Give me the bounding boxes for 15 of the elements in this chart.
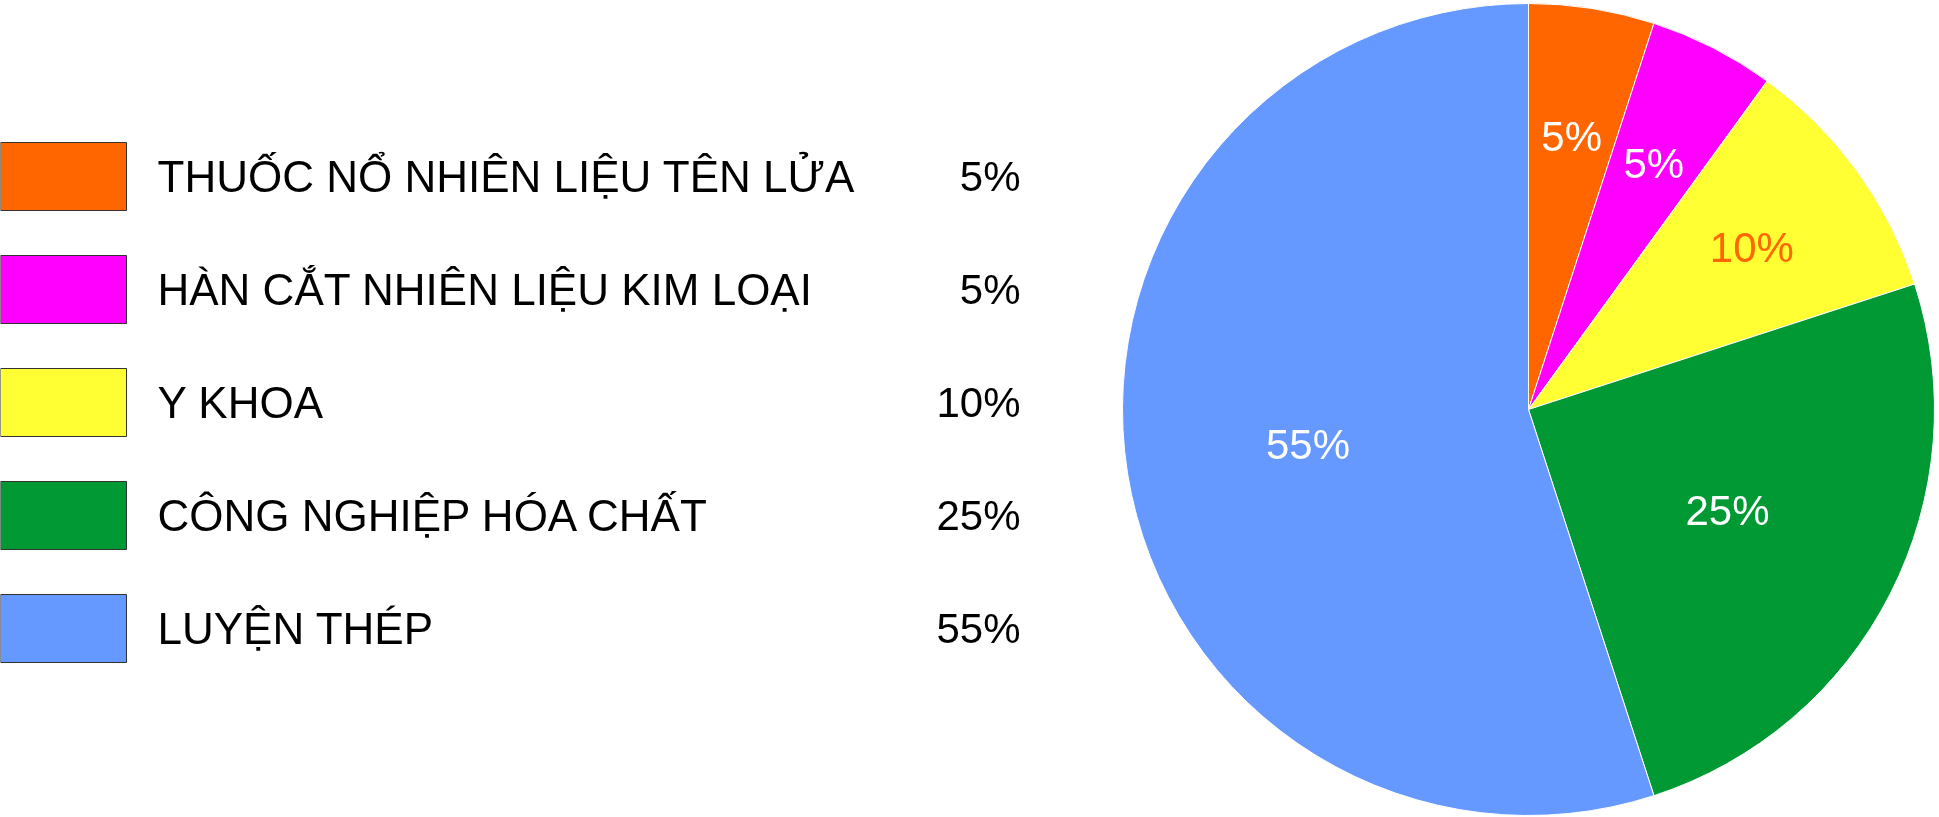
legend-label: Y KHOA bbox=[157, 378, 324, 427]
text: 5% bbox=[959, 266, 1021, 313]
data-label: 5% bbox=[1623, 140, 1685, 188]
data-label: 25% bbox=[1685, 487, 1770, 535]
legend-label: HÀN CẮT NHIÊN LIỆU KIM LOẠI bbox=[157, 265, 812, 314]
legend-label: THUỐC NỔ NHIÊN LIỆU TÊN LỬA bbox=[157, 151, 856, 201]
text: 10% bbox=[936, 379, 1021, 426]
text: 55% bbox=[936, 605, 1021, 652]
data-label: 55% bbox=[1265, 420, 1350, 468]
data-label: 5% bbox=[1541, 113, 1603, 161]
text: 5% bbox=[959, 153, 1021, 200]
legend-label: CÔNG NGHIỆP HÓA CHẤT bbox=[157, 491, 707, 540]
text: 25% bbox=[936, 492, 1021, 539]
data-label: 10% bbox=[1709, 223, 1794, 271]
legend-label: LUYỆN THÉP bbox=[157, 604, 433, 653]
